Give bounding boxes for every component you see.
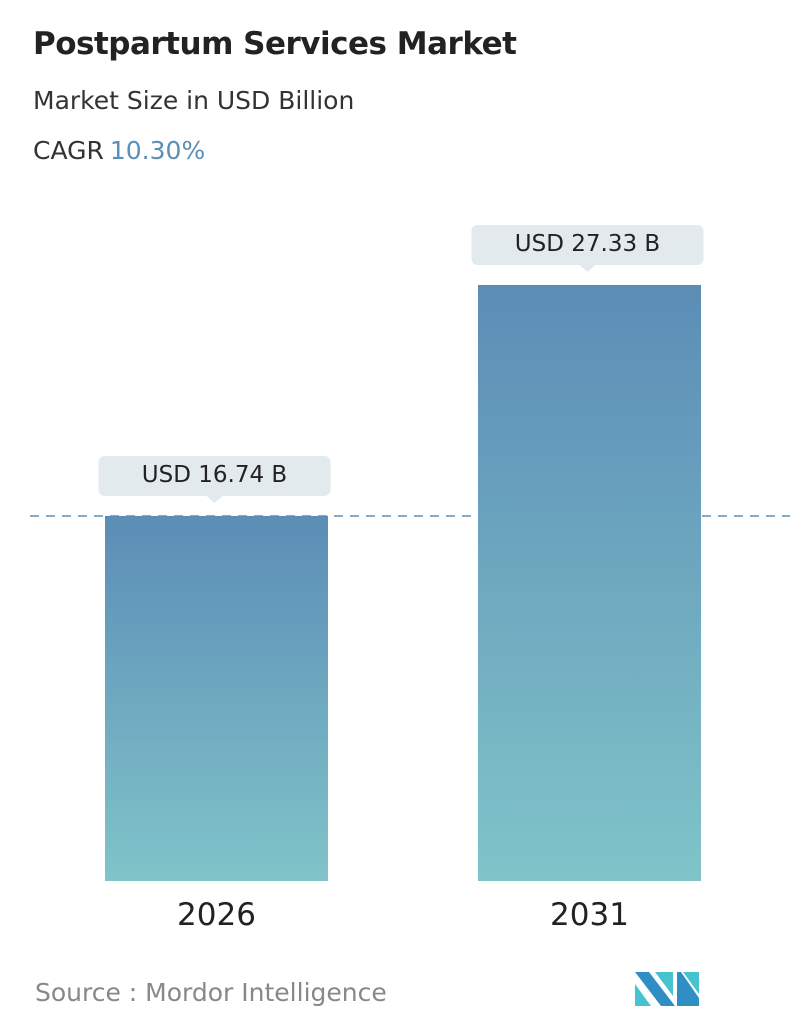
data-label-bubble [98,455,331,503]
cagr-label: CAGR [33,136,104,165]
x-tick-label: 2031 [550,897,629,933]
chart-title: Postpartum Services Market [33,26,517,62]
data-label: USD 16.74 B [142,462,287,488]
source-text: Source : Mordor Intelligence [35,978,387,1007]
data-label: USD 27.33 B [515,231,660,257]
cagr: CAGR 10.30% [33,136,205,165]
x-tick-label: 2026 [177,897,256,933]
cagr-value: 10.30% [109,136,206,165]
chart-subtitle: Market Size in USD Billion [33,86,355,115]
mordor-intelligence-logo [635,972,699,1006]
data-label-bubble [471,225,704,272]
bar-chart: USD 16.74 B 2026 USD 27.33 B 2031 [30,225,790,933]
bar-2031 [478,285,701,881]
bar-2026 [105,515,328,881]
